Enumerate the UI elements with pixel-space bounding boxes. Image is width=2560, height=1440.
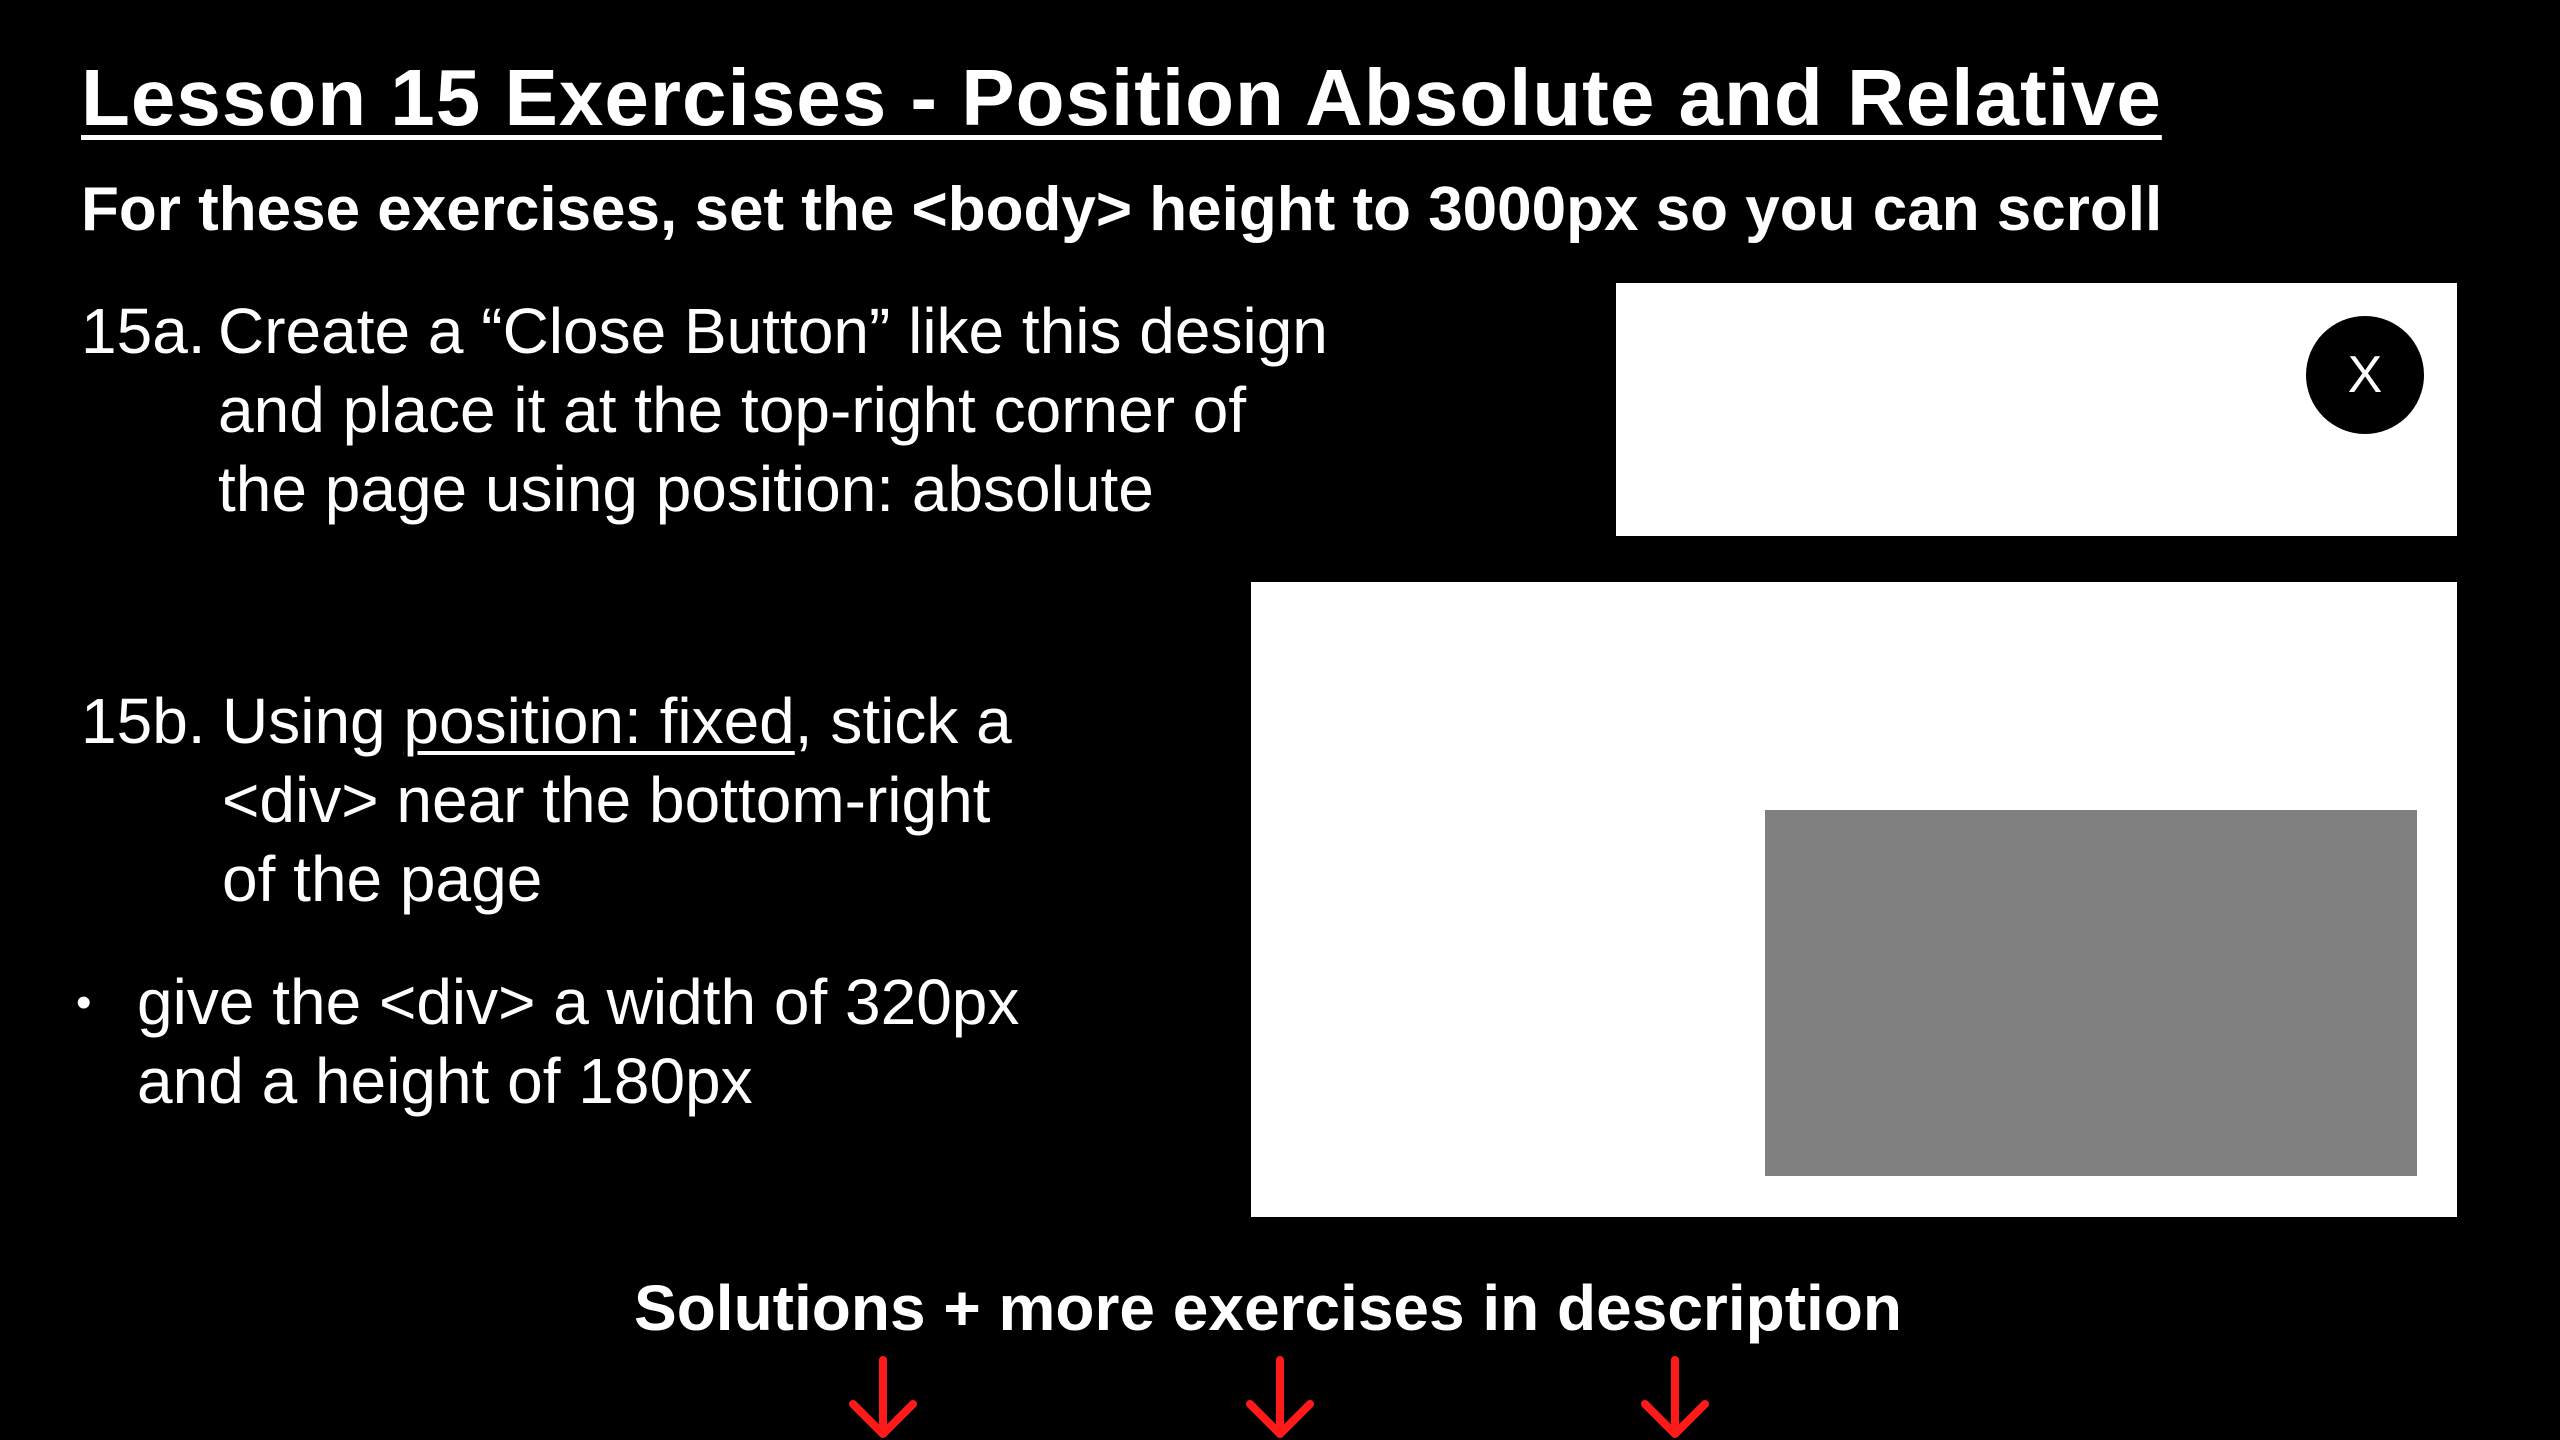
exercise-15b-number: 15b. (81, 685, 206, 757)
fixed-div-demo-box (1765, 810, 2417, 1176)
exercise-15b-line: Using position: fixed, stick a (222, 682, 1012, 761)
bullet-dot: • (76, 978, 92, 1027)
exercise-15b-line: of the page (222, 843, 543, 915)
exercise-15b-line-suffix: , stick a (794, 685, 1012, 757)
close-button[interactable]: X (2306, 316, 2424, 434)
page-subtitle: For these exercises, set the <body> heig… (81, 175, 2163, 244)
arrow-down-icon (1238, 1356, 1322, 1440)
page-title: Lesson 15 Exercises - Position Absolute … (81, 53, 2162, 142)
exercise-15a-line: Create a “Close Button” like this design (218, 295, 1328, 367)
exercise-15a-text: Create a “Close Button” like this design… (218, 292, 1328, 529)
bullet-line: give the <div> a width of 320px (137, 966, 1020, 1038)
bullet-text: give the <div> a width of 320px and a he… (137, 963, 1019, 1121)
exercise-15a-line: the page using position: absolute (218, 453, 1154, 525)
fixed-div-demo-panel (1251, 582, 2457, 1217)
close-button-demo-panel: X (1616, 283, 2457, 536)
arrow-down-icon (841, 1356, 925, 1440)
exercise-15a-number: 15a. (81, 295, 206, 367)
solutions-footer-text: Solutions + more exercises in descriptio… (634, 1272, 1902, 1344)
arrow-down-icon (1633, 1356, 1717, 1440)
exercise-15b-line: <div> near the bottom-right (222, 764, 991, 836)
exercise-15b-text: Using position: fixed, stick a <div> nea… (222, 682, 1012, 919)
bullet-line: and a height of 180px (137, 1045, 753, 1117)
position-fixed-term: position: fixed (403, 685, 795, 757)
exercise-15b-line-prefix: Using (222, 685, 404, 757)
exercise-15a-line: and place it at the top-right corner of (218, 374, 1247, 446)
